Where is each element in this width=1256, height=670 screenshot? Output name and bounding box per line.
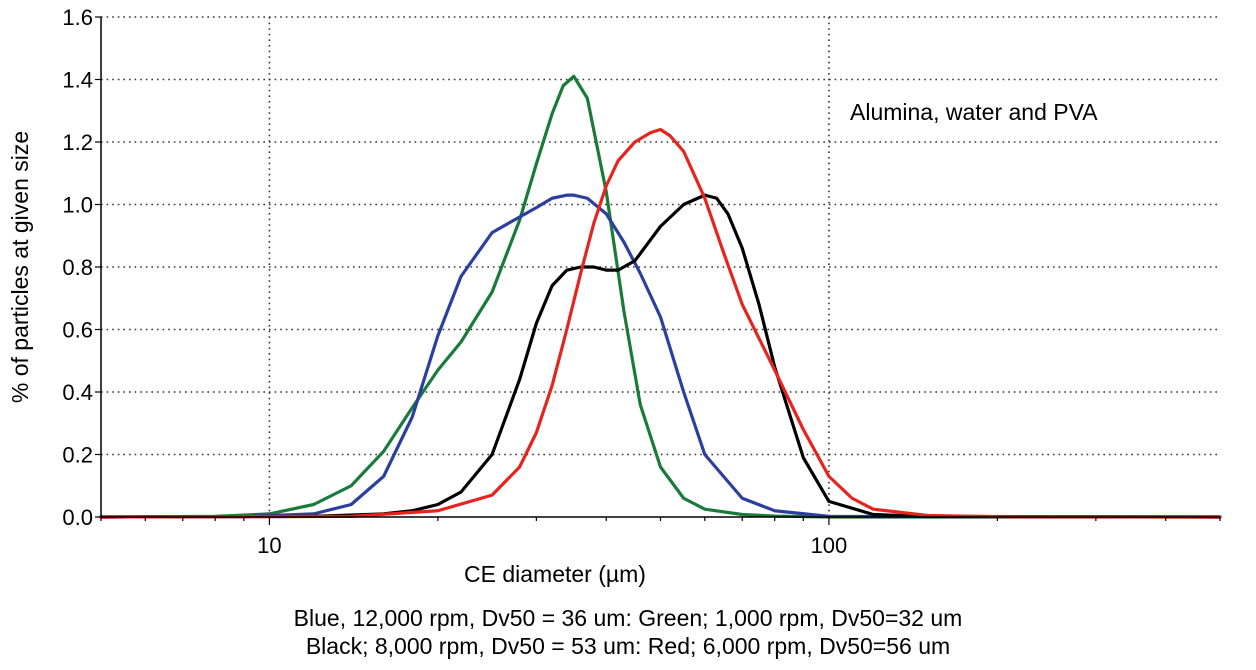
y-tick-label: 1.0 (62, 193, 93, 218)
x-axis-title: CE diameter (µm) (464, 561, 646, 587)
y-tick-label: 1.2 (62, 130, 93, 155)
axes (100, 17, 1220, 518)
y-tick-label: 0.6 (62, 318, 93, 343)
chart-annotation: Alumina, water and PVA (850, 99, 1098, 125)
y-tick-label: 0.8 (62, 255, 93, 280)
y-axis-title: % of particles at given size (7, 131, 33, 403)
caption-line-1: Blue, 12,000 rpm, Dv50 = 36 um: Green; 1… (293, 605, 963, 631)
chart: 0.0 0.2 0.4 0.6 0.8 1.0 1.2 1.4 1.6 10 100 CE diam… (7, 5, 1222, 587)
caption: Blue, 12,000 rpm, Dv50 = 36 um: Green; 1… (0, 604, 1256, 660)
caption-line-2: Black; 8,000 rpm, Dv50 = 53 um: Red; 6,0… (305, 633, 951, 659)
tick-labels: 0.0 0.2 0.4 0.6 0.8 1.0 1.2 1.4 1.6 10 100 (62, 5, 1221, 558)
y-tick-label: 0.4 (62, 380, 93, 405)
x-tick-label: 100 (811, 533, 848, 558)
series-line-1 (99, 74, 1222, 519)
x-tick-label: 10 (257, 533, 281, 558)
y-tick-label: 1.6 (62, 5, 93, 30)
y-tick-label: 0.2 (62, 443, 93, 468)
y-tick-label: 1.4 (62, 68, 93, 93)
series-line-4 (99, 127, 1222, 519)
grid (101, 16, 1220, 517)
series-line-2 (99, 193, 1222, 519)
y-tick-label: 0.0 (62, 505, 93, 530)
series-group (99, 74, 1222, 519)
series-line-3 (99, 193, 1222, 519)
